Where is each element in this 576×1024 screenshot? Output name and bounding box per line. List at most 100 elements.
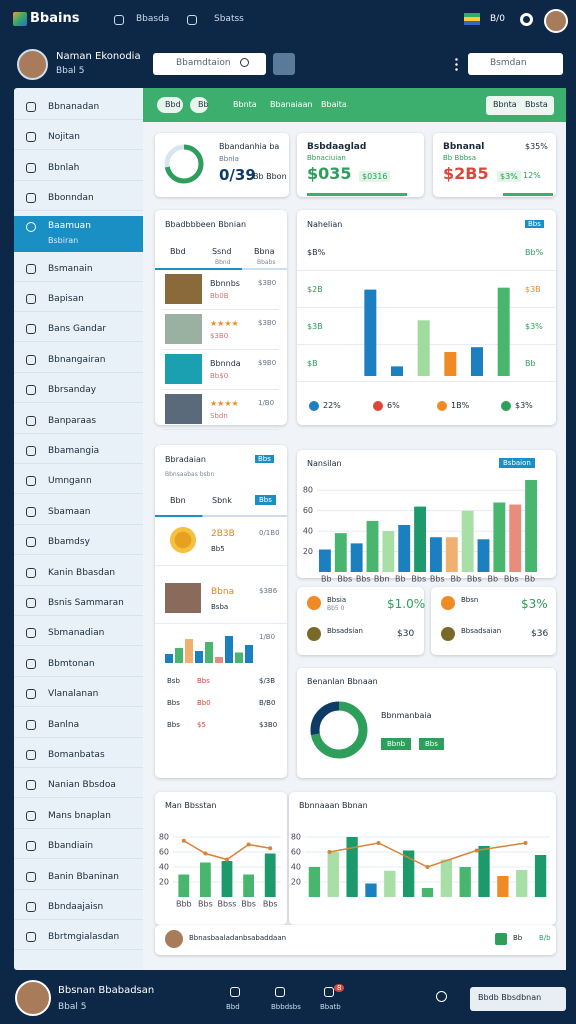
sidebar-item[interactable]: Bapisan (14, 286, 143, 312)
sidebar-label[interactable]: Sbmanadian (48, 628, 105, 639)
sidebar-item[interactable]: Bbrtmgialasdan (14, 924, 143, 951)
sidebar-item[interactable]: Sbmanadian (14, 620, 143, 647)
sidebar-label[interactable]: Bbnangairan (48, 354, 106, 365)
stat-icon (441, 627, 455, 641)
sidebar-label[interactable]: Sbamaan (48, 506, 91, 517)
search-text[interactable]: Bbamdtaion (176, 58, 231, 68)
tab[interactable]: Sbnk (212, 496, 232, 505)
sidebar-label[interactable]: Bbandiain (48, 841, 94, 852)
search-box[interactable] (470, 987, 566, 1011)
sidebar-item[interactable]: Kanin Bbasdan (14, 560, 143, 586)
donut-badge[interactable]: Bbs (419, 738, 444, 750)
sidebar-label[interactable]: Bbnanadan (48, 102, 100, 112)
sidebar-item[interactable]: Bbamdsy (14, 529, 143, 556)
x-tick-label: Bbs (430, 575, 445, 584)
sidebar-label[interactable]: Bbnlah (48, 162, 80, 173)
tab[interactable]: Bb (198, 100, 209, 109)
sidebar-label[interactable]: Bbrtmgialasdan (48, 932, 120, 943)
sidebar-label[interactable]: Banin Bbaninan (48, 871, 119, 882)
nav-label[interactable]: Bbd (226, 1003, 240, 1011)
sidebar-label[interactable]: Bbamdsy (48, 537, 90, 548)
sidebar-label[interactable]: Bans Gandar (48, 324, 107, 335)
sidebar-item[interactable]: Sbamaan (14, 499, 143, 525)
sidebar-label[interactable]: Mans bnaplan (48, 810, 111, 821)
sidebar-label[interactable]: Banlna (48, 719, 80, 730)
card-value: $2B5 (443, 164, 489, 183)
row-divider (297, 270, 556, 271)
nav-item[interactable]: Sbatss (214, 14, 244, 24)
panel-button[interactable]: Bbs (255, 455, 274, 463)
donut-badge[interactable]: Bbnb (381, 738, 412, 750)
sidebar-label[interactable]: Vlanalanan (48, 689, 99, 700)
sidebar-item[interactable]: Bbonndan (14, 185, 143, 212)
sidebar-item[interactable]: Umngann (14, 468, 143, 495)
sidebar-item-active[interactable]: Baamuan Bsbiran (14, 215, 143, 252)
sidebar-item[interactable]: Bbmtonan (14, 651, 143, 677)
sidebar-item[interactable]: Nanian Bbsdoa (14, 772, 143, 799)
search-text[interactable]: Bbdb Bbsdbnan (478, 993, 542, 1002)
row-name: Bbnnda (210, 359, 241, 368)
bar (440, 859, 452, 897)
sidebar-label[interactable]: Bbndaajaisn (48, 902, 104, 912)
sidebar-label[interactable]: Bbonndan (48, 193, 94, 204)
bar (318, 549, 331, 572)
sidebar-label[interactable]: Bsnis Sammaran (48, 598, 124, 608)
sidebar-item[interactable]: Banlna (14, 712, 143, 738)
search-icon (240, 58, 249, 67)
bar (350, 543, 363, 572)
sidebar-item[interactable]: Bbnangairan (14, 347, 143, 373)
sidebar-label[interactable]: Nanian Bbsdoa (48, 780, 116, 791)
sidebar-label[interactable]: Bsmanain (48, 263, 93, 274)
sidebar-item[interactable]: Bbamangia (14, 438, 143, 464)
tab[interactable]: Bbanaiaan (270, 100, 313, 109)
search-text[interactable]: Bsmdan (490, 58, 527, 68)
row-label: $2B (307, 285, 323, 294)
sidebar-label[interactable]: Bbmtonan (48, 658, 95, 669)
nav-label[interactable]: Bbatb (320, 1003, 341, 1011)
sidebar-item[interactable]: Bomanbatas (14, 742, 143, 768)
sidebar-item[interactable]: Bbndaajaisn (14, 894, 143, 920)
sidebar-item[interactable]: Bbandiain (14, 833, 143, 860)
tab-pill[interactable] (157, 97, 183, 113)
search-box[interactable] (468, 53, 563, 75)
sidebar-item[interactable]: Nojitan (14, 124, 143, 151)
sidebar-item[interactable]: Bsnis Sammaran (14, 590, 143, 616)
tab-button[interactable]: Bbs (255, 495, 276, 505)
tab[interactable]: Bbd (165, 100, 181, 109)
sidebar-label[interactable]: Bapisan (48, 294, 84, 304)
chart-button[interactable]: Bbs (525, 220, 544, 228)
sidebar-label[interactable]: Baamuan (48, 220, 91, 231)
icon-button[interactable] (273, 53, 295, 75)
sidebar-item[interactable]: Banparaas (14, 408, 143, 434)
sidebar-item[interactable]: Bbnanadan (14, 94, 143, 120)
sidebar-item[interactable]: Vlanalanan (14, 681, 143, 708)
stat-icon (441, 596, 455, 610)
tab[interactable]: Bbsta (525, 100, 548, 109)
tab-group[interactable] (486, 96, 554, 115)
search-box[interactable] (153, 53, 266, 75)
tab-pill[interactable] (190, 97, 208, 113)
sidebar-item[interactable]: Bbnlah (14, 155, 143, 181)
nav-label[interactable]: Bbbdsbs (271, 1003, 301, 1011)
sidebar-item[interactable]: Bans Gandar (14, 316, 143, 343)
tab[interactable]: Bbn (170, 496, 186, 505)
sidebar-label[interactable]: Bbamangia (48, 446, 100, 456)
tab[interactable]: Bbaita (321, 100, 347, 109)
sidebar-item[interactable]: Banin Bbaninan (14, 864, 143, 890)
sidebar-label[interactable]: Banparaas (48, 415, 97, 426)
nav-item[interactable]: Bbasda (136, 14, 170, 24)
tab[interactable]: Bbnta (493, 100, 517, 109)
chart-button[interactable]: Bsbaion (499, 458, 535, 468)
sidebar-item[interactable]: Bsmanain (14, 256, 143, 282)
sidebar-item[interactable]: Bbrsanday (14, 377, 143, 404)
sidebar-label[interactable]: Bomanbatas (48, 750, 105, 760)
sidebar-item[interactable]: Mans bnaplan (14, 803, 143, 829)
note-far[interactable]: B/b (539, 934, 551, 942)
sidebar-label[interactable]: Nojitan (48, 132, 80, 143)
x-tick-label: Bbs (467, 575, 482, 584)
sidebar-label[interactable]: Kanin Bbasdan (48, 567, 116, 578)
sidebar-label[interactable]: Umngann (48, 476, 92, 487)
sidebar-label[interactable]: Bbrsanday (48, 385, 97, 396)
bar (461, 510, 474, 572)
tab[interactable]: Bbnta (233, 100, 257, 109)
